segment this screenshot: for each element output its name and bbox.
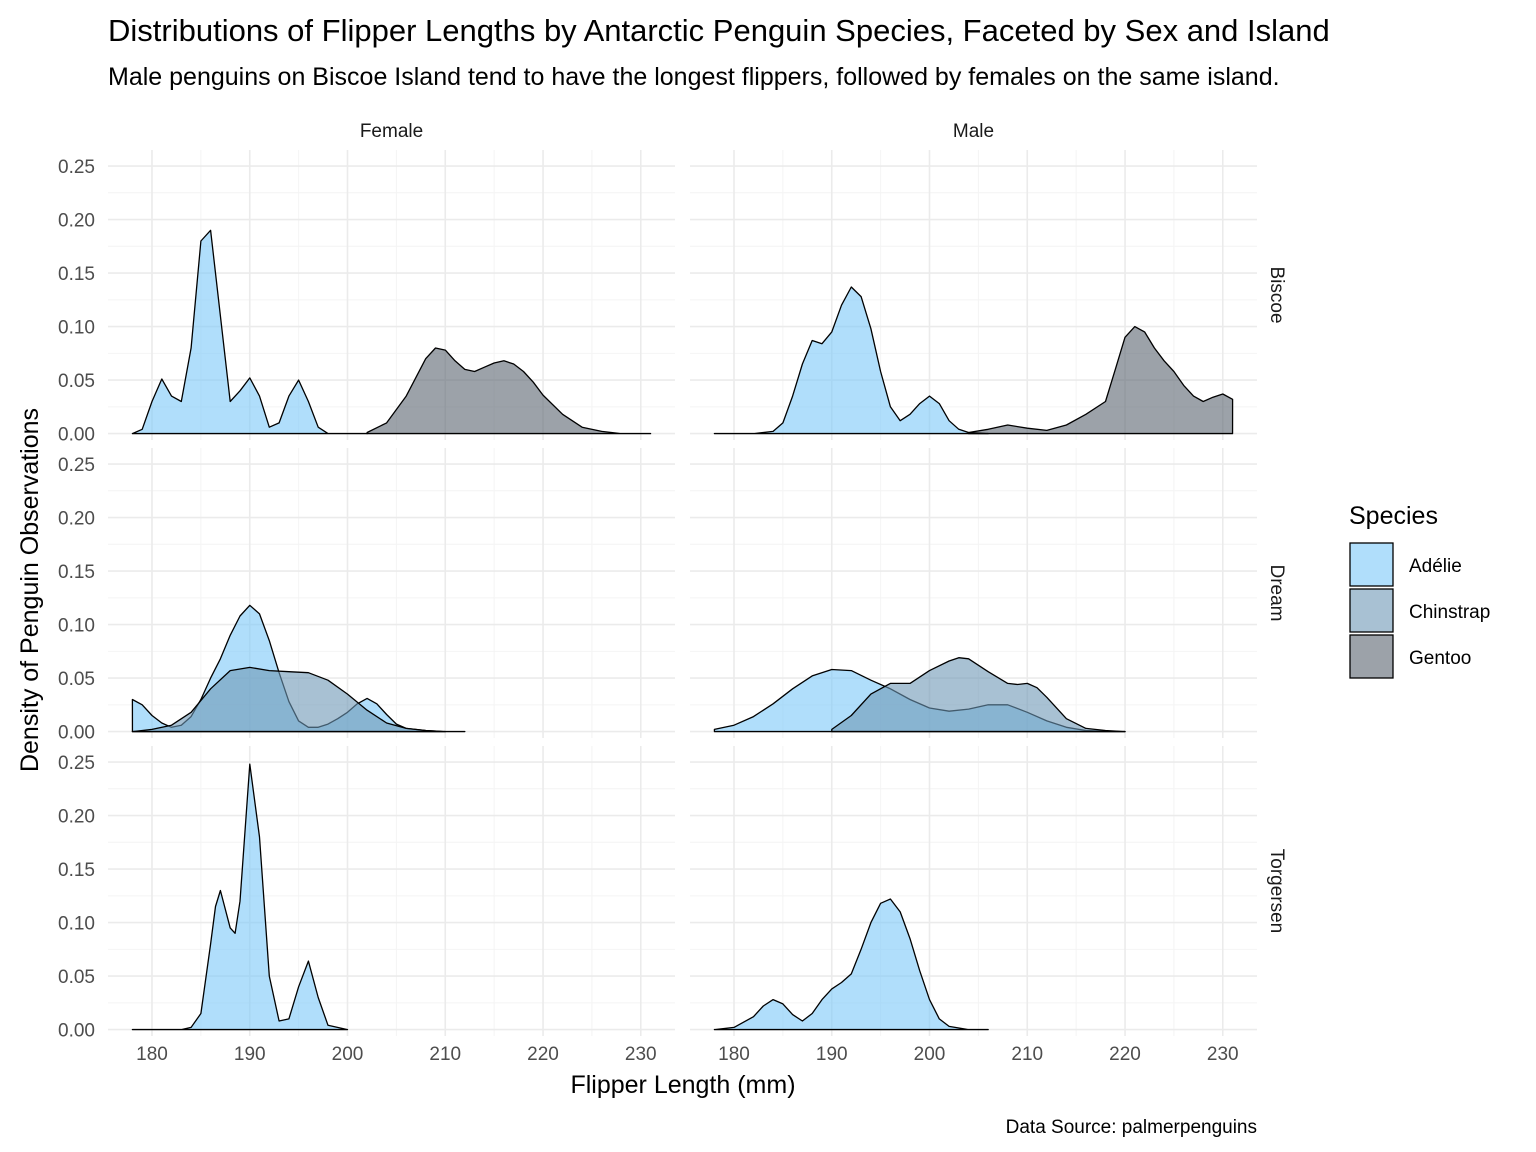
x-tick-label: 230 [625,1044,657,1065]
x-tick-label: 180 [136,1044,168,1065]
x-tick-label: 190 [234,1044,266,1065]
x-tick-label: 210 [429,1044,461,1065]
strip-label-male: Male [953,121,994,142]
chart-subtitle: Male penguins on Biscoe Island tend to h… [108,63,1280,91]
legend-key [1349,588,1394,633]
x-tick-label: 190 [816,1044,848,1065]
x-tick-label: 230 [1207,1044,1239,1065]
y-tick-label: 0.00 [58,723,95,744]
facet-strips: Female Male Biscoe Dream Torgersen [360,121,1287,933]
x-tick-label: 200 [914,1044,946,1065]
y-tick-label: 0.00 [58,1021,95,1042]
density-area-adlie [713,898,989,1031]
legend-title: Species [1349,502,1438,530]
legend-label: Adélie [1409,556,1462,577]
legend-label: Gentoo [1409,648,1471,669]
density-area-adlie [131,763,349,1031]
legend-key [1349,634,1394,679]
strip-label-torgersen: Torgersen [1266,849,1287,934]
y-tick-label: 0.00 [58,425,95,446]
y-tick-label: 0.25 [58,157,95,178]
x-tick-label: 200 [332,1044,364,1065]
y-tick-label: 0.10 [58,318,95,339]
density-area-adlie [131,229,368,435]
x-tick-label: 210 [1011,1044,1043,1065]
density-area-gentoo [366,347,652,435]
y-tick-label: 0.10 [58,616,95,637]
legend: Species Adélie Chinstrap Gentoo [1349,502,1490,679]
panel-male-biscoe [690,150,1257,440]
y-tick-label: 0.05 [58,371,95,392]
y-tick-label: 0.05 [58,669,95,690]
y-tick-label: 0.20 [58,807,95,828]
facet-panels: 0.00 0.05 0.10 0.15 0.20 0.25 0.00 0.05 0.10 0.15… [58,150,1257,1065]
y-axis-title: Density of Penguin Observations [16,408,44,772]
density-area-chinstrap [831,657,1126,733]
panel-female-dream: 0.00 0.05 0.10 0.15 0.20 0.25 [58,448,675,744]
panel-female-torgersen: 0.00 0.05 0.10 0.15 0.20 0.25 180 190 200 210 220 2… [58,746,675,1065]
y-tick-label: 0.25 [58,753,95,774]
y-tick-label: 0.20 [58,211,95,232]
density-area-adlie [713,286,989,435]
x-tick-label: 220 [527,1044,559,1065]
panel-male-dream [690,448,1257,738]
y-tick-label: 0.20 [58,509,95,530]
panel-female-biscoe: 0.00 0.05 0.10 0.15 0.20 0.25 [58,150,675,446]
density-area-gentoo [967,325,1234,435]
y-tick-label: 0.25 [58,455,95,476]
y-tick-label: 0.15 [58,860,95,881]
y-tick-label: 0.15 [58,264,95,285]
strip-label-biscoe: Biscoe [1266,266,1287,323]
panel-male-torgersen: 180 190 200 210 220 230 [690,746,1257,1065]
chart-title: Distributions of Flipper Lengths by Anta… [108,13,1330,48]
legend-key [1349,542,1394,587]
strip-label-female: Female [360,121,423,142]
strip-label-dream: Dream [1266,564,1287,621]
x-tick-label: 220 [1109,1044,1141,1065]
y-tick-label: 0.10 [58,914,95,935]
y-tick-label: 0.05 [58,967,95,988]
legend-label: Chinstrap [1409,602,1490,623]
density-area-chinstrap [131,666,466,733]
y-tick-label: 0.15 [58,562,95,583]
x-axis-title: Flipper Length (mm) [570,1071,795,1099]
caption: Data Source: palmerpenguins [1006,1117,1257,1138]
x-tick-label: 180 [718,1044,750,1065]
